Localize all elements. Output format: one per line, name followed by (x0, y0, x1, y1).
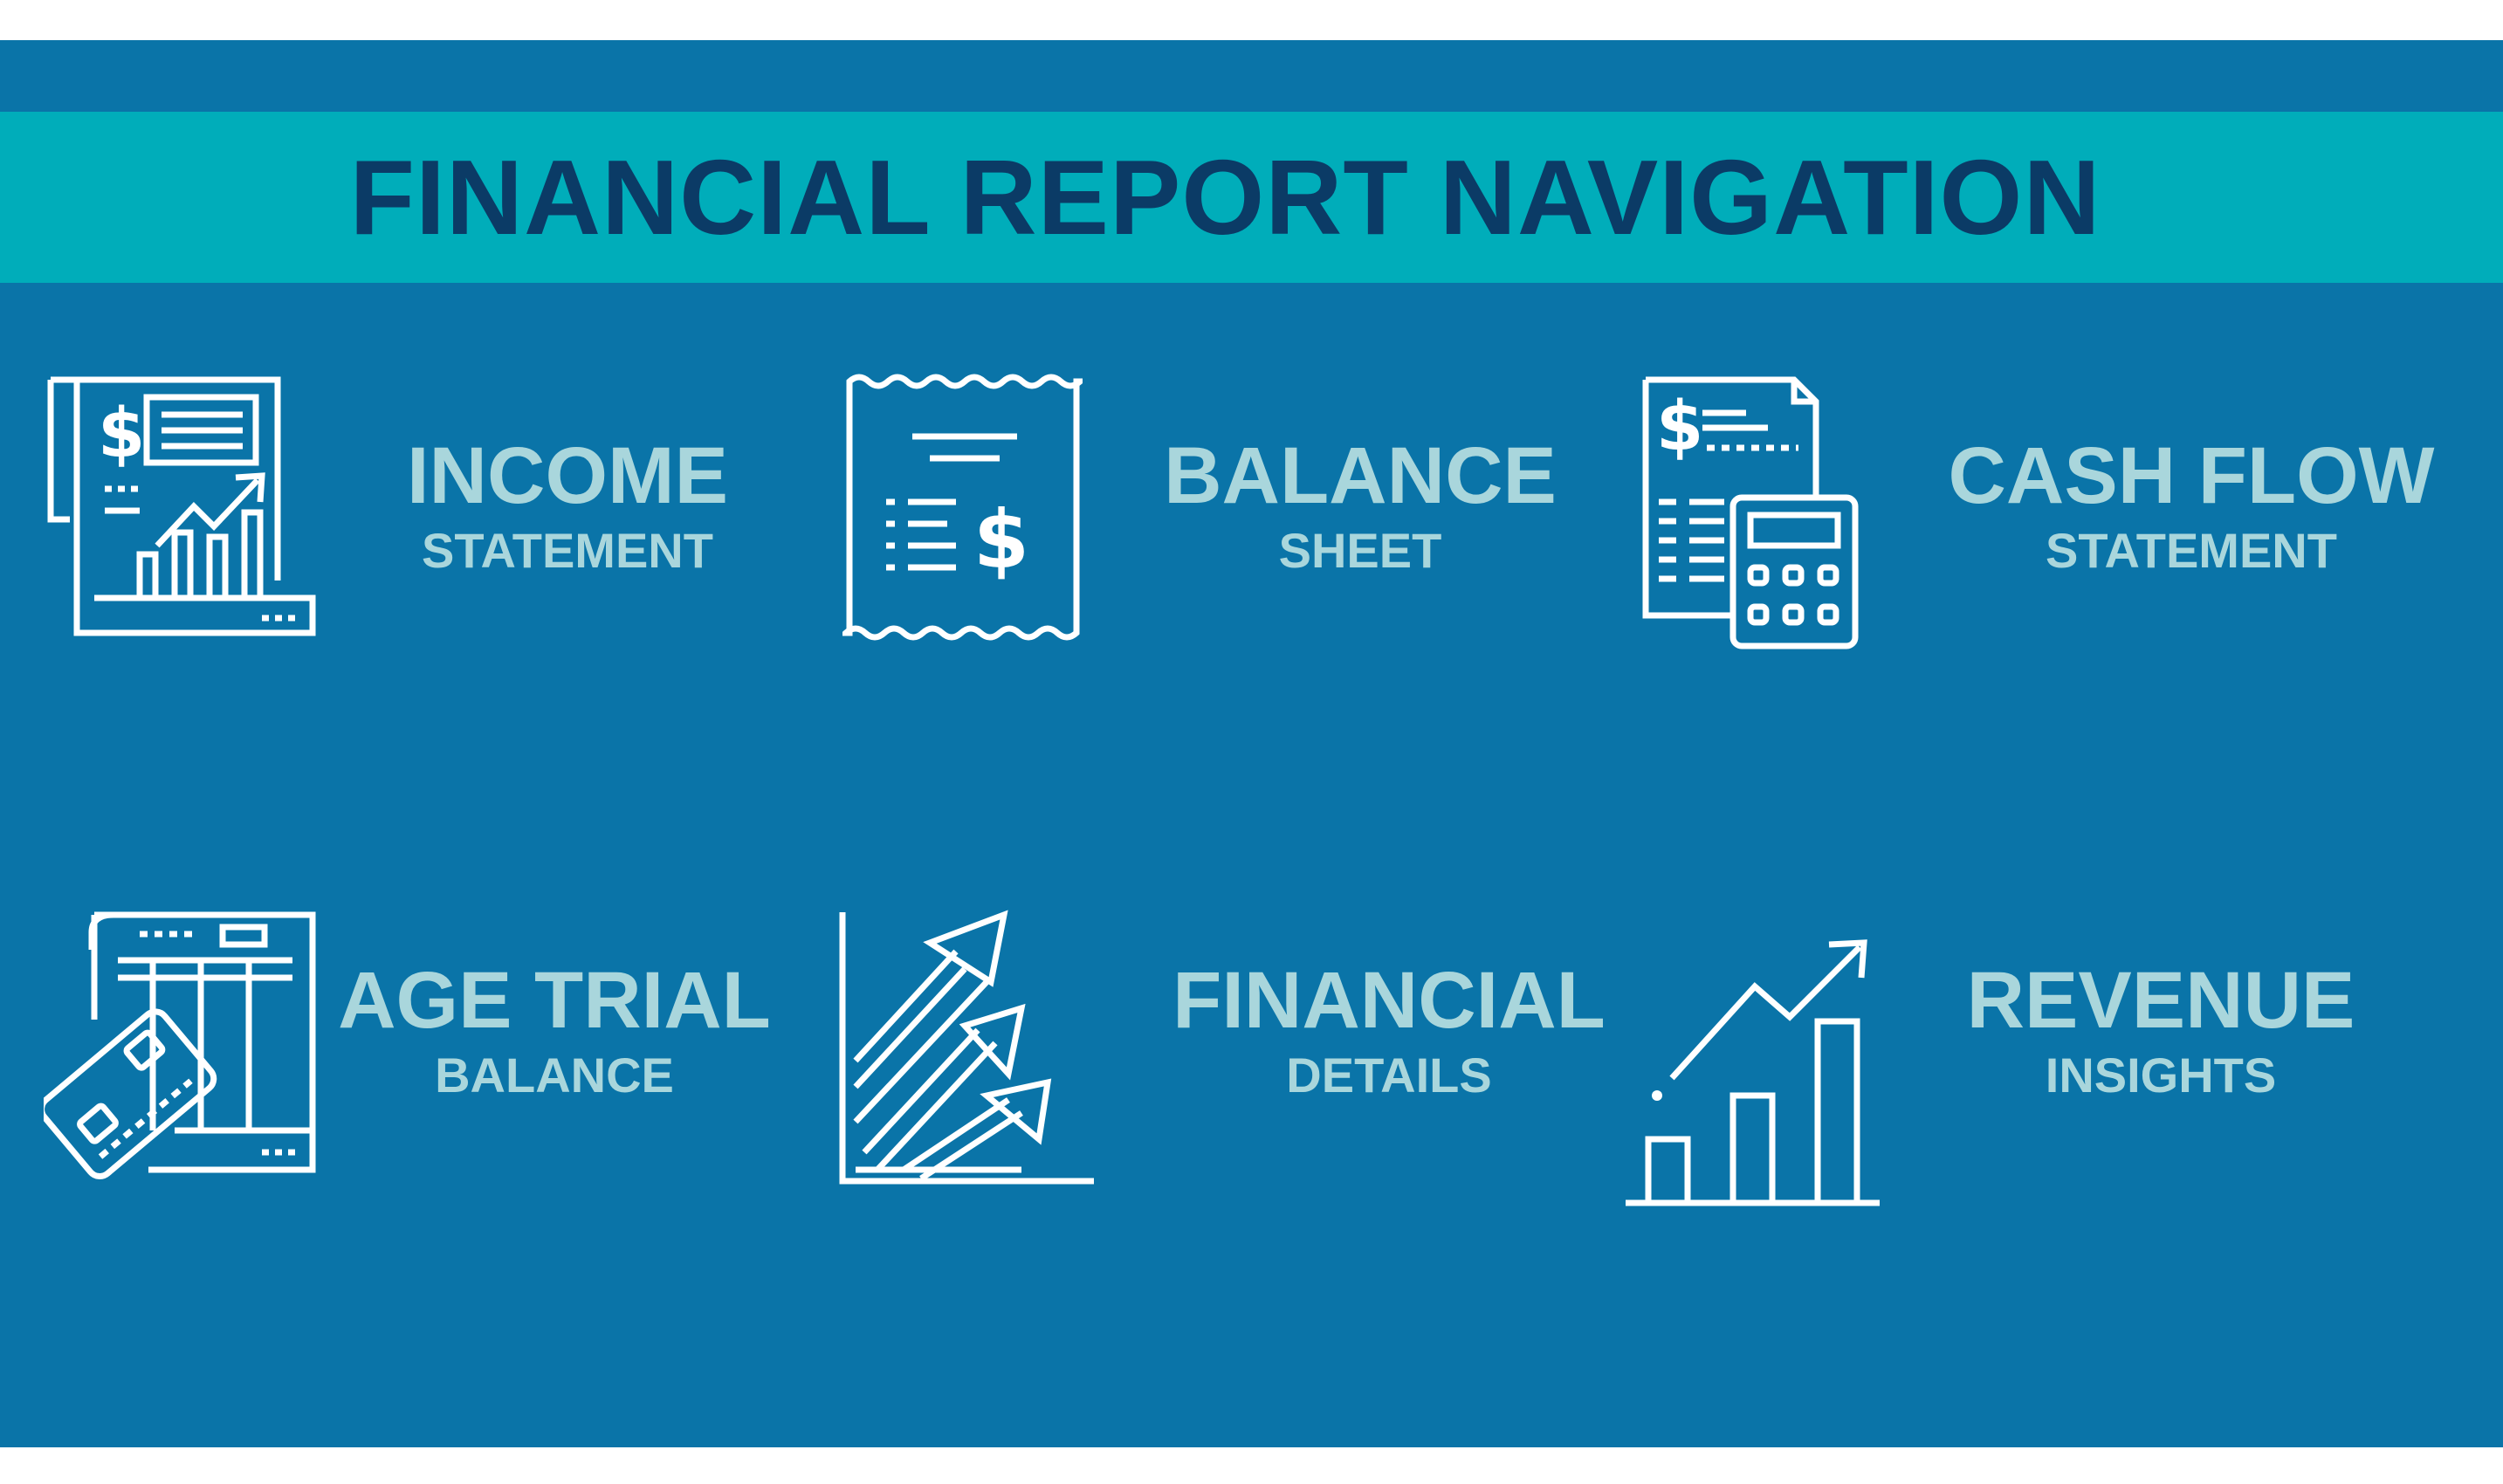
tile-subtitle: SHEET (1278, 523, 1442, 578)
page-title: FINANCIAL REPORT NAVIGATION (349, 138, 2101, 257)
income-statement-icon: $ (44, 371, 319, 642)
svg-text:$: $ (1656, 388, 1703, 466)
tile-label: CASH FLOW STATEMENT (1947, 432, 2436, 579)
tile-label: REVENUE INSIGHTS (1916, 957, 2405, 1103)
tile-revenue-insights[interactable]: REVENUE INSIGHTS (1624, 925, 2410, 1213)
invoice-calculator-icon: $ (1637, 371, 1864, 655)
tile-subtitle: BALANCE (435, 1048, 674, 1103)
svg-text:$: $ (98, 395, 145, 473)
tile-title: REVENUE (1966, 956, 2355, 1045)
rising-arrows-icon (834, 908, 1096, 1187)
tile-income-statement[interactable]: $ INCOME STATEMENT (44, 371, 760, 659)
tile-label: AGE TRIAL BALANCE (310, 957, 799, 1103)
tile-label: FINANCIAL DETAILS (1145, 957, 1633, 1103)
tile-title: CASH FLOW (1948, 431, 2435, 520)
tile-title: INCOME (407, 431, 728, 520)
tile-balance-sheet[interactable]: $ BALANCE SHEET (842, 371, 1628, 659)
tile-subtitle: DETAILS (1286, 1048, 1492, 1103)
tile-label: INCOME STATEMENT (323, 432, 812, 579)
tile-subtitle: INSIGHTS (2045, 1048, 2277, 1103)
tile-subtitle: STATEMENT (422, 523, 713, 578)
receipt-dollar-icon: $ (842, 371, 1083, 650)
ledger-card-icon (44, 908, 319, 1183)
tile-title: FINANCIAL (1172, 956, 1606, 1045)
tile-cash-flow-statement[interactable]: $ CASH FLOW STATEMENT (1637, 371, 2440, 659)
tile-title: BALANCE (1164, 431, 1557, 520)
tile-age-trial-balance[interactable]: AGE TRIAL BALANCE (44, 908, 794, 1187)
tile-title: AGE TRIAL (338, 956, 771, 1045)
tile-financial-details[interactable]: FINANCIAL DETAILS (834, 908, 1619, 1187)
tile-label: BALANCE SHEET (1116, 432, 1605, 579)
svg-text:$: $ (973, 493, 1029, 587)
title-band: FINANCIAL REPORT NAVIGATION (0, 112, 2503, 283)
tile-subtitle: STATEMENT (2046, 523, 2337, 578)
bar-growth-chart-icon (1624, 925, 1886, 1209)
